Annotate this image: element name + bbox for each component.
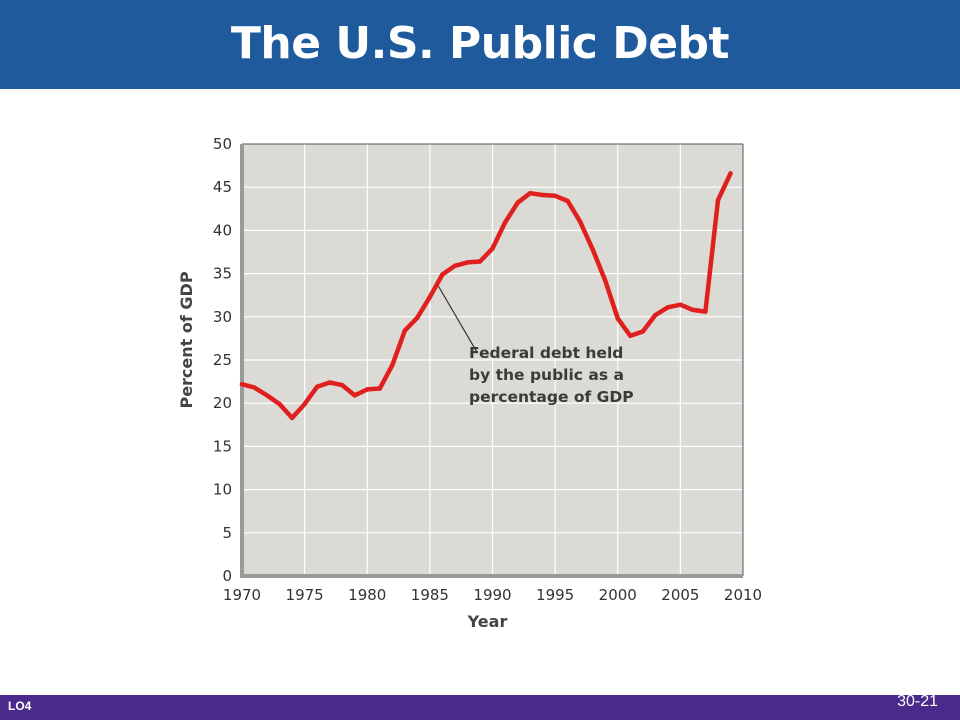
data-point xyxy=(327,380,332,385)
y-tick-label: 5 xyxy=(222,524,232,542)
x-tick-label: 2010 xyxy=(724,586,762,604)
data-point xyxy=(653,312,658,318)
y-tick-label: 30 xyxy=(213,308,232,326)
data-point xyxy=(552,193,558,199)
data-point xyxy=(490,246,495,251)
data-point xyxy=(577,219,583,224)
y-axis-title: Percent of GDP xyxy=(177,271,196,408)
y-tick-label: 40 xyxy=(213,221,232,239)
data-point xyxy=(665,305,671,310)
data-point xyxy=(352,393,357,398)
data-point xyxy=(302,401,307,407)
annotation-line: Federal debt held xyxy=(469,344,623,362)
title-bar: The U.S. Public Debt xyxy=(0,0,960,89)
data-point xyxy=(590,247,595,252)
y-tick-label: 50 xyxy=(213,135,232,153)
data-point xyxy=(440,272,445,277)
data-point xyxy=(277,401,282,407)
data-point xyxy=(615,316,620,321)
annotation-line: percentage of GDP xyxy=(469,388,634,406)
data-point xyxy=(678,302,683,307)
series-line xyxy=(239,171,733,421)
footer-bar: LO4 30-21 xyxy=(0,693,960,720)
data-point xyxy=(690,307,696,313)
annotation-leader xyxy=(435,281,478,354)
data-point xyxy=(502,220,508,225)
data-point xyxy=(527,191,533,196)
data-point xyxy=(640,329,645,334)
x-tick-label: 2000 xyxy=(599,586,637,604)
x-tick-label: 1970 xyxy=(223,586,261,604)
data-point xyxy=(603,278,608,283)
data-point xyxy=(314,384,320,389)
data-point xyxy=(715,197,721,203)
y-tick-label: 10 xyxy=(213,481,232,499)
data-point xyxy=(465,260,470,265)
x-tick-label: 1975 xyxy=(286,586,324,604)
y-tick-label: 20 xyxy=(213,394,232,412)
data-point xyxy=(402,328,408,333)
data-point xyxy=(390,362,395,368)
data-point xyxy=(628,333,633,339)
data-point xyxy=(728,171,733,176)
x-axis-title: Year xyxy=(467,612,508,631)
data-point xyxy=(415,315,420,320)
x-tick-label: 2005 xyxy=(661,586,699,604)
debt-line-chart: 0 5 10 15 20 25 30 35 40 45 50 1970 1975 1980 1985 1990… xyxy=(177,135,762,631)
data-point xyxy=(452,263,458,269)
data-point xyxy=(365,387,370,392)
data-point xyxy=(565,198,570,204)
data-point xyxy=(477,259,483,264)
x-tick-label: 1980 xyxy=(348,586,386,604)
data-point xyxy=(703,309,708,314)
y-tick-label: 35 xyxy=(213,265,232,283)
annotation-line: by the public as a xyxy=(469,366,624,384)
data-point xyxy=(427,294,433,300)
x-tick-label: 1985 xyxy=(411,586,449,604)
data-point xyxy=(340,382,345,388)
y-tick-label: 0 xyxy=(222,567,232,585)
y-tick-label: 25 xyxy=(213,351,232,369)
x-tick-label: 1995 xyxy=(536,586,574,604)
data-point xyxy=(377,386,382,391)
data-point xyxy=(515,200,520,205)
x-tick-label: 1990 xyxy=(473,586,511,604)
y-tick-label: 45 xyxy=(213,178,232,196)
learning-objective-label: LO4 xyxy=(8,699,32,713)
data-point xyxy=(239,381,245,387)
slide-title: The U.S. Public Debt xyxy=(230,18,730,69)
data-point xyxy=(289,415,295,421)
slide-number: 30-21 xyxy=(897,693,938,710)
data-point xyxy=(264,393,270,398)
y-tick-label: 15 xyxy=(213,437,232,455)
data-point xyxy=(252,385,257,390)
data-point xyxy=(540,192,545,198)
